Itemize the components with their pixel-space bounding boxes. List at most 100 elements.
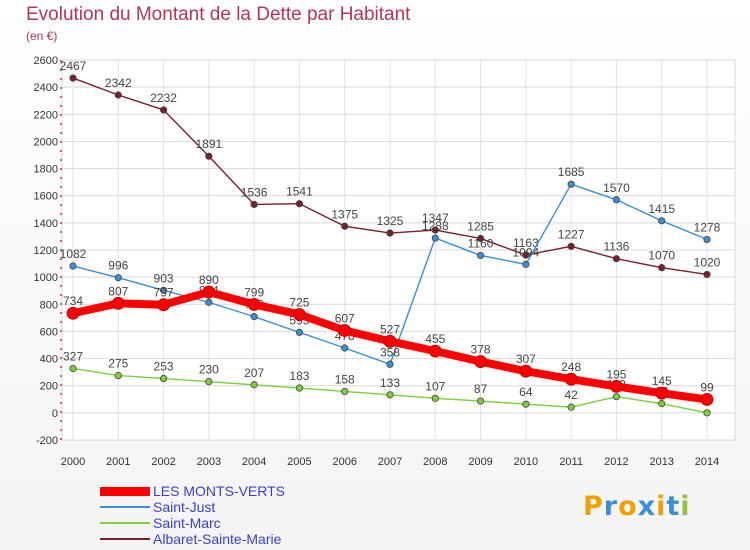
- data-label: 2467: [60, 59, 87, 73]
- data-label: 807: [108, 284, 128, 298]
- logo-letter: x: [637, 491, 657, 522]
- x-tick-label: 2012: [604, 456, 628, 468]
- data-label: 996: [108, 259, 128, 273]
- data-point: [295, 200, 304, 208]
- data-label: 248: [561, 360, 581, 374]
- proxiti-logo: Proxiti: [583, 491, 691, 522]
- data-point: [205, 378, 213, 386]
- line-chart: -200 0 200 400 600 800 1000 1200 1400 1600 1800 200…: [34, 55, 736, 468]
- data-point: [431, 234, 439, 242]
- logo-letter: o: [618, 491, 638, 522]
- data-point: [658, 400, 666, 408]
- data-label: 1094: [513, 245, 540, 259]
- data-point: [159, 106, 168, 114]
- y-tick-label: 1000: [34, 272, 58, 284]
- data-point: [338, 324, 352, 337]
- data-label: 378: [471, 343, 491, 357]
- logo-letter: r: [603, 491, 619, 522]
- data-point: [431, 226, 439, 234]
- x-tick-label: 2007: [378, 456, 402, 468]
- data-point: [658, 264, 666, 272]
- data-label: 455: [425, 332, 445, 346]
- data-label: 903: [154, 271, 174, 285]
- data-point: [612, 255, 621, 263]
- data-point: [114, 274, 122, 282]
- logo-letter: P: [583, 491, 604, 522]
- data-label: 1325: [377, 214, 404, 228]
- y-tick-label: 2200: [34, 109, 58, 121]
- data-point: [567, 242, 575, 250]
- legend-swatch: [100, 506, 150, 508]
- data-point: [522, 400, 530, 408]
- data-point: [250, 381, 258, 389]
- legend-label: LES MONTS-VERTS: [153, 483, 285, 499]
- legend-label: Saint-Just: [153, 499, 216, 515]
- data-point: [476, 234, 485, 243]
- data-point: [655, 386, 669, 400]
- data-label: 890: [199, 273, 219, 287]
- data-point: [69, 262, 77, 270]
- data-point: [202, 285, 216, 299]
- data-label: 1160: [468, 236, 494, 250]
- legend-swatch: [100, 487, 150, 496]
- data-label: 797: [154, 286, 174, 300]
- data-point: [250, 200, 258, 208]
- data-label: 42: [564, 388, 578, 402]
- data-point: [564, 372, 578, 386]
- data-label: 145: [652, 374, 672, 388]
- data-label: 1020: [694, 255, 721, 269]
- data-point: [476, 251, 485, 260]
- x-tick-label: 2008: [423, 456, 447, 468]
- data-point: [159, 374, 168, 383]
- x-tick-label: 2013: [649, 456, 673, 468]
- data-label: 725: [289, 295, 309, 309]
- data-label: 1541: [286, 185, 313, 199]
- data-point: [386, 229, 394, 237]
- y-tick-label: 2400: [34, 82, 58, 94]
- data-point: [69, 364, 77, 373]
- y-tick-label: 200: [40, 381, 58, 393]
- y-tick-label: 1600: [34, 191, 58, 203]
- data-label: 133: [380, 376, 400, 390]
- data-point: [341, 222, 349, 230]
- data-point: [250, 313, 258, 321]
- data-point: [519, 364, 533, 378]
- x-tick-label: 2011: [559, 456, 583, 468]
- data-label: 358: [380, 345, 400, 359]
- data-label: 64: [519, 385, 533, 399]
- chart-title: Evolution du Montant de la Dette par Hab…: [26, 4, 411, 25]
- x-tick-label: 2002: [151, 456, 175, 468]
- data-point: [386, 360, 394, 368]
- y-tick-label: 1400: [34, 218, 58, 230]
- data-point: [703, 235, 711, 244]
- data-point: [159, 286, 168, 294]
- data-point: [205, 298, 213, 306]
- data-point: [295, 328, 304, 336]
- legend-swatch: [100, 538, 150, 540]
- y-tick-label: 2600: [34, 55, 58, 67]
- data-label: 1136: [604, 240, 630, 254]
- data-label: 1685: [558, 165, 585, 179]
- legend-label: Albaret-Sainte-Marie: [153, 531, 282, 547]
- data-label: 275: [108, 357, 128, 371]
- x-tick-label: 2006: [332, 456, 356, 468]
- y-tick-label: 600: [40, 326, 58, 338]
- data-label: 1163: [513, 236, 539, 250]
- data-point: [700, 393, 714, 406]
- data-label: 307: [516, 352, 536, 366]
- x-tick-label: 2005: [287, 456, 311, 468]
- data-label: 1347: [422, 211, 449, 225]
- data-point: [428, 344, 442, 358]
- data-point: [114, 371, 122, 380]
- data-point: [522, 251, 530, 259]
- data-label: 107: [425, 379, 445, 393]
- data-label: 183: [289, 369, 309, 383]
- data-point: [610, 379, 623, 393]
- data-point: [612, 196, 621, 204]
- data-label: 253: [154, 360, 174, 374]
- y-tick-label: 400: [40, 354, 58, 366]
- logo-letter: i: [656, 491, 667, 522]
- data-point: [247, 298, 261, 311]
- y-tick-label: -200: [36, 435, 58, 447]
- data-label: 1227: [558, 227, 585, 241]
